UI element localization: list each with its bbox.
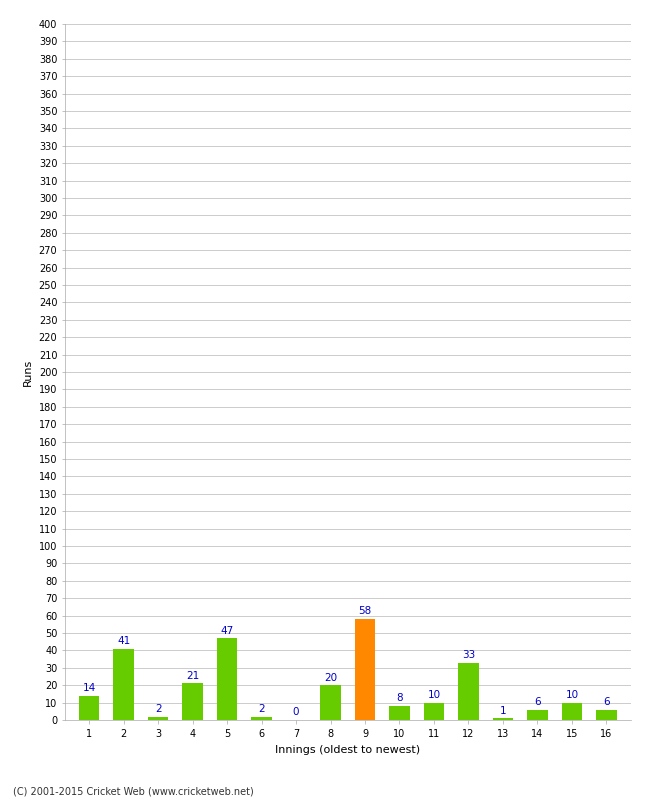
Bar [216, 638, 237, 720]
Bar [562, 702, 582, 720]
Y-axis label: Runs: Runs [23, 358, 33, 386]
Text: 0: 0 [292, 707, 299, 718]
Text: 33: 33 [462, 650, 475, 660]
Text: 21: 21 [186, 671, 199, 681]
Text: 10: 10 [428, 690, 441, 700]
Text: 1: 1 [500, 706, 506, 716]
X-axis label: Innings (oldest to newest): Innings (oldest to newest) [275, 745, 421, 754]
Text: 6: 6 [534, 697, 541, 707]
Text: 47: 47 [220, 626, 234, 636]
Text: 20: 20 [324, 673, 337, 682]
Text: 41: 41 [117, 636, 130, 646]
Bar [424, 702, 445, 720]
Bar [493, 718, 514, 720]
Bar [355, 619, 375, 720]
Bar [251, 717, 272, 720]
Text: 8: 8 [396, 694, 403, 703]
Bar [389, 706, 410, 720]
Text: 2: 2 [155, 704, 161, 714]
Bar [148, 717, 168, 720]
Text: 2: 2 [258, 704, 265, 714]
Bar [320, 685, 341, 720]
Bar [113, 649, 134, 720]
Bar [596, 710, 617, 720]
Bar [527, 710, 548, 720]
Text: 6: 6 [603, 697, 610, 707]
Text: 58: 58 [358, 606, 372, 617]
Bar [182, 683, 203, 720]
Text: (C) 2001-2015 Cricket Web (www.cricketweb.net): (C) 2001-2015 Cricket Web (www.cricketwe… [13, 786, 254, 796]
Bar [458, 662, 479, 720]
Text: 14: 14 [83, 683, 96, 693]
Bar [79, 696, 99, 720]
Text: 10: 10 [566, 690, 578, 700]
